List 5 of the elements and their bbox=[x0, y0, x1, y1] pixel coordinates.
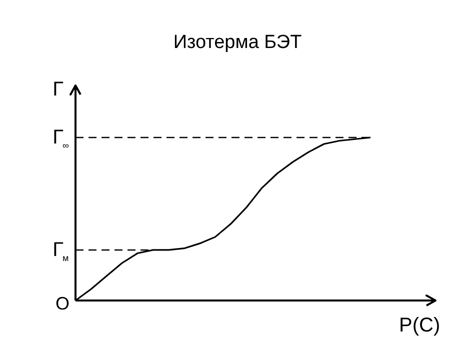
text: O bbox=[56, 294, 70, 314]
ref-line-label: Г∞ bbox=[52, 126, 70, 150]
chart-title: Изотерма БЭТ bbox=[173, 32, 302, 53]
x-axis-title: P(C) bbox=[399, 314, 440, 336]
y-axis-title: Г bbox=[52, 78, 64, 100]
